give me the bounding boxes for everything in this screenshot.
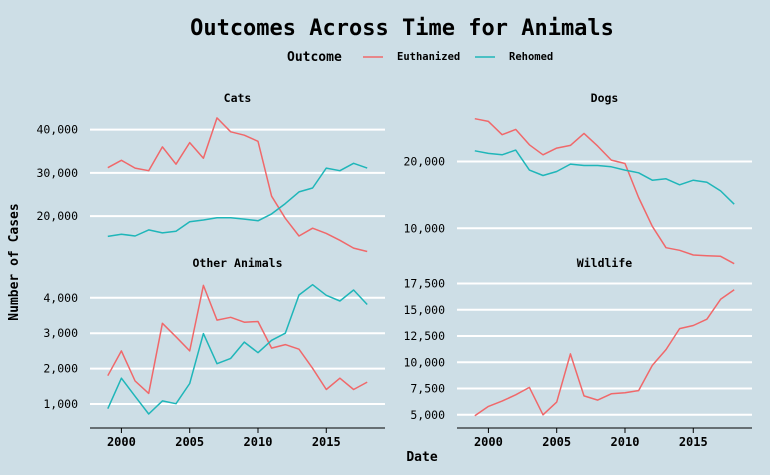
facet-panels: Cats 20,000 30,000 40,000 Dogs 10,000 20,000 Ot…	[36, 91, 752, 449]
series-line-rehomed-cats	[107, 162, 368, 238]
facet-wildlife: Wildlife 5,000 7,500 10,000 12,500 15,000 17,5…	[403, 256, 752, 449]
x-tick-label: 2015	[679, 435, 708, 449]
y-tick-label: 10,000	[403, 355, 445, 369]
series-line-euthanized-wildlife	[474, 289, 735, 417]
series-line-euthanized-cats	[107, 117, 368, 253]
facet-title-other-animals: Other Animals	[192, 256, 282, 270]
x-tick-label: 2005	[542, 435, 571, 449]
legend-label-rehomed: Rehomed	[509, 51, 553, 63]
y-tick-label: 1,000	[43, 397, 78, 411]
legend-title: Outcome	[287, 50, 342, 65]
y-tick-label: 7,500	[410, 382, 445, 396]
x-axis-title: Date	[406, 450, 437, 465]
facet-title-wildlife: Wildlife	[577, 256, 632, 270]
y-tick-label: 2,000	[43, 362, 78, 376]
y-tick-label: 20,000	[403, 154, 445, 168]
series-line-rehomed-dogs	[474, 149, 735, 205]
x-tick-label: 2000	[474, 435, 503, 449]
y-tick-label: 10,000	[403, 221, 445, 235]
legend-label-euthanized: Euthanized	[397, 51, 460, 63]
y-tick-label: 12,500	[403, 329, 445, 343]
y-axis-title: Number of Cases	[7, 203, 22, 320]
y-tick-label: 5,000	[410, 408, 445, 422]
chart-title: Outcomes Across Time for Animals	[190, 16, 614, 41]
facet-title-dogs: Dogs	[591, 91, 619, 105]
y-tick-label: 30,000	[36, 166, 78, 180]
x-tick-label: 2015	[312, 435, 341, 449]
y-tick-label: 4,000	[43, 291, 78, 305]
y-tick-label: 15,000	[403, 303, 445, 317]
y-tick-label: 17,500	[403, 277, 445, 291]
y-tick-label: 40,000	[36, 123, 78, 137]
series-line-rehomed-other-animals	[107, 283, 368, 415]
facet-cats: Cats 20,000 30,000 40,000	[36, 91, 385, 253]
y-tick-label: 3,000	[43, 326, 78, 340]
x-tick-label: 2005	[175, 435, 204, 449]
facet-other-animals: Other Animals 1,000 2,000 3,000 4,000 2000 200…	[43, 256, 385, 449]
x-tick-label: 2010	[611, 435, 640, 449]
series-line-euthanized-other-animals	[107, 284, 368, 395]
x-tick-label: 2000	[107, 435, 136, 449]
facet-dogs: Dogs 10,000 20,000	[403, 91, 752, 265]
x-tick-label: 2010	[244, 435, 273, 449]
series-line-euthanized-dogs	[474, 117, 735, 265]
y-tick-label: 20,000	[36, 209, 78, 223]
legend: Outcome Euthanized Rehomed	[287, 50, 553, 65]
facet-title-cats: Cats	[224, 91, 252, 105]
